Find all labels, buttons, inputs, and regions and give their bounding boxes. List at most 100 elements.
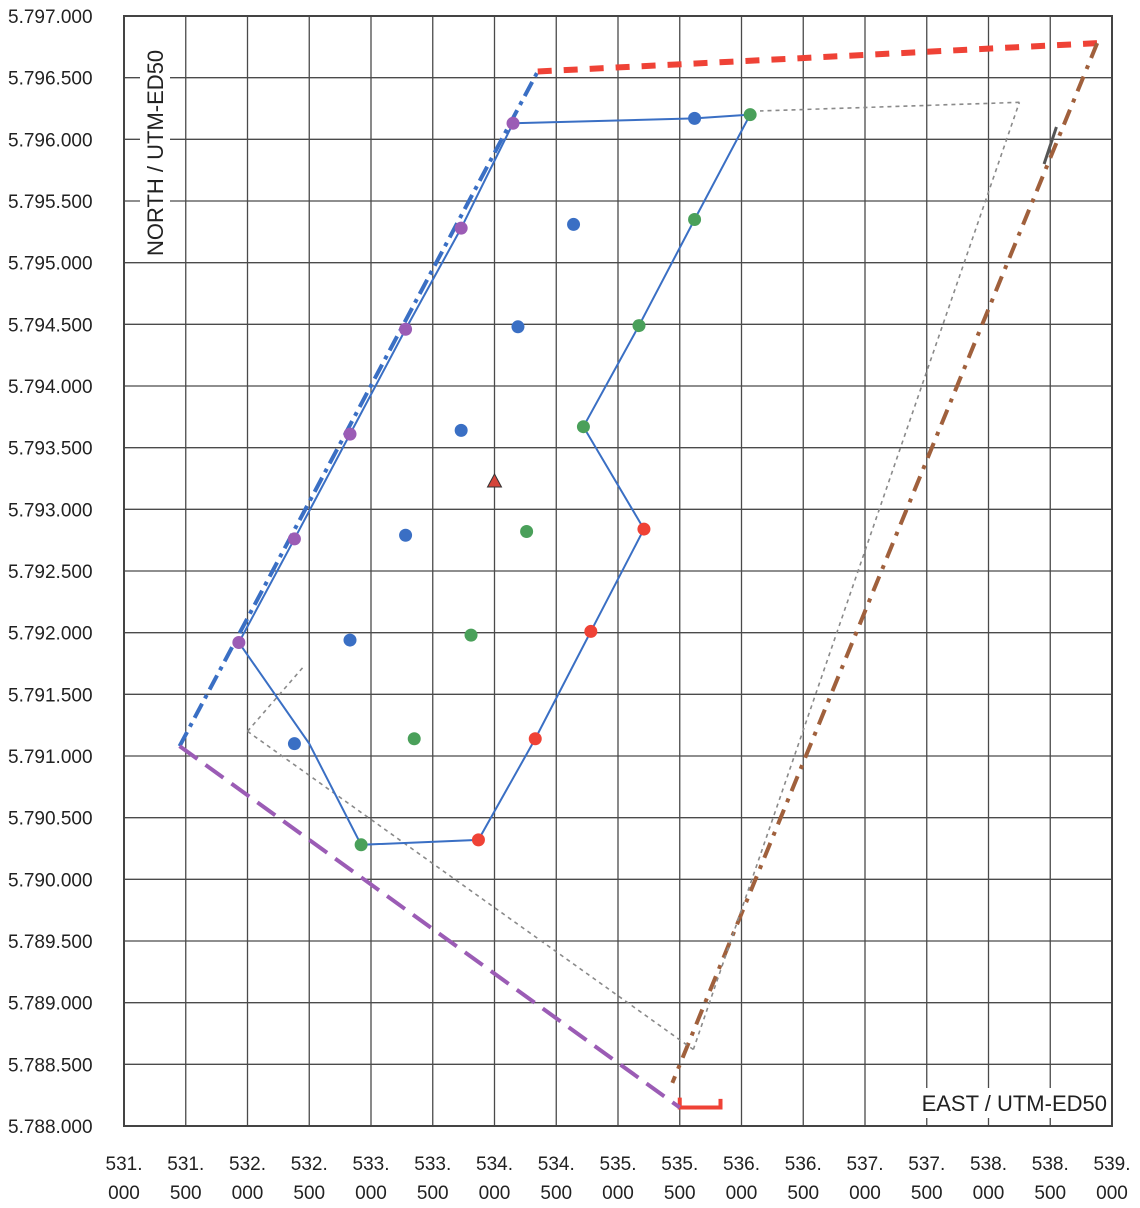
data-point xyxy=(511,320,525,334)
x-tick-label-bottom: 500 xyxy=(911,1183,943,1204)
y-tick-label: 5.795.000 xyxy=(8,254,93,275)
data-point xyxy=(287,737,301,751)
data-point xyxy=(343,633,357,647)
x-tick-label-bottom: 500 xyxy=(540,1183,572,1204)
y-tick-label: 5.794.000 xyxy=(8,377,93,398)
outline-layer xyxy=(237,113,752,846)
xlabel-background xyxy=(896,1088,1108,1118)
data-point xyxy=(232,636,246,650)
data-point xyxy=(520,525,534,539)
data-point xyxy=(506,116,520,130)
data-point xyxy=(688,213,702,226)
triangle-marker xyxy=(486,472,503,488)
x-tick-label-top: 536. xyxy=(723,1154,760,1175)
x-tick-label-bottom: 500 xyxy=(787,1183,819,1204)
data-point xyxy=(567,217,581,231)
data-point xyxy=(743,108,757,122)
data-point xyxy=(399,322,413,336)
data-point xyxy=(637,522,651,536)
boundary-line xyxy=(670,42,1100,1084)
x-tick-label-top: 538. xyxy=(1032,1154,1069,1175)
data-point xyxy=(584,624,598,638)
x-tick-label-top: 536. xyxy=(785,1154,822,1175)
x-tick-label-bottom: 500 xyxy=(417,1183,449,1204)
ylabel-background xyxy=(140,22,170,262)
x-tick-label-bottom: 000 xyxy=(973,1183,1005,1204)
x-tick-label-top: 533. xyxy=(353,1154,390,1175)
y-tick-label: 5.794.500 xyxy=(8,315,93,336)
boundary-line xyxy=(1042,126,1058,165)
boundary-line xyxy=(692,102,1021,1050)
plot-frame xyxy=(123,15,1113,1127)
data-point xyxy=(454,423,468,437)
y-tick-label: 5.790.500 xyxy=(8,809,93,830)
x-tick-label-bottom: 000 xyxy=(726,1183,758,1204)
x-tick-label-top: 531. xyxy=(106,1154,143,1175)
boundary-line xyxy=(178,744,681,1110)
y-tick-label: 5.796.000 xyxy=(8,130,93,151)
x-tick-label-bottom: 000 xyxy=(108,1183,140,1204)
y-tick-label: 5.788.000 xyxy=(8,1117,93,1138)
x-tick-label-bottom: 500 xyxy=(170,1183,202,1204)
x-tick-label-top: 533. xyxy=(414,1154,451,1175)
x-tick-label-bottom: 000 xyxy=(602,1183,634,1204)
x-tick-label-top: 537. xyxy=(908,1154,945,1175)
markers xyxy=(486,472,503,488)
boundary-line xyxy=(759,101,1020,112)
y-tick-label: 5.788.500 xyxy=(8,1055,93,1076)
outline-line xyxy=(237,113,752,846)
y-tick-label: 5.791.000 xyxy=(8,747,93,768)
x-tick-label-bottom: 500 xyxy=(293,1183,325,1204)
data-point xyxy=(407,732,421,746)
data-point xyxy=(454,221,468,235)
y-axis-title: NORTH / UTM-ED50 xyxy=(143,50,168,256)
x-tick-label-bottom: 000 xyxy=(232,1183,264,1204)
y-tick-label: 5.795.500 xyxy=(8,192,93,213)
data-point xyxy=(576,420,590,434)
x-tick-label-top: 537. xyxy=(847,1154,884,1175)
x-tick-label-bottom: 000 xyxy=(1096,1183,1128,1204)
x-tick-label-top: 538. xyxy=(970,1154,1007,1175)
x-tick-label-bottom: 000 xyxy=(355,1183,387,1204)
x-tick-label-top: 539. xyxy=(1094,1154,1131,1175)
data-point xyxy=(343,427,357,441)
data-point xyxy=(688,111,702,125)
y-tick-label: 5.792.500 xyxy=(8,562,93,583)
x-tick-label-bottom: 500 xyxy=(1034,1183,1066,1204)
data-point xyxy=(471,833,485,847)
x-tick-label-bottom: 500 xyxy=(664,1183,696,1204)
data-point xyxy=(528,732,542,746)
y-tick-label: 5.793.500 xyxy=(8,439,93,460)
y-tick-label: 5.789.500 xyxy=(8,932,93,953)
x-tick-label-top: 535. xyxy=(661,1154,698,1175)
y-tick-label: 5.791.500 xyxy=(8,685,93,706)
x-tick-label-top: 534. xyxy=(476,1154,513,1175)
x-tick-label-bottom: 000 xyxy=(479,1183,511,1204)
x-tick-label-top: 531. xyxy=(167,1154,204,1175)
y-tick-label: 5.796.500 xyxy=(8,69,93,90)
data-point xyxy=(287,532,301,546)
x-tick-label-bottom: 000 xyxy=(849,1183,881,1204)
data-point xyxy=(399,528,413,542)
boundary-line xyxy=(247,730,694,1051)
x-tick-label-top: 532. xyxy=(229,1154,266,1175)
y-tick-label: 5.790.000 xyxy=(8,870,93,891)
y-tick-labels: 5.797.000 5.796.500 5.796.000 5.795.500 5.79… xyxy=(8,7,93,1138)
data-point xyxy=(354,838,368,852)
y-tick-label: 5.792.000 xyxy=(8,624,93,645)
x-tick-label-top: 535. xyxy=(600,1154,637,1175)
x-axis-title: EAST / UTM-ED50 xyxy=(922,1091,1107,1116)
boundary-line xyxy=(677,1097,723,1110)
y-tick-label: 5.797.000 xyxy=(8,7,93,28)
boundary-line xyxy=(246,666,304,732)
data-point xyxy=(464,628,478,642)
boundary-lines xyxy=(177,40,1100,1110)
data-point xyxy=(632,319,646,333)
y-tick-label: 5.793.000 xyxy=(8,500,93,521)
data-points xyxy=(232,108,757,852)
y-tick-label: 5.789.000 xyxy=(8,994,93,1015)
x-tick-label-top: 534. xyxy=(538,1154,575,1175)
x-tick-labels: 531. 000 531. 500 532. 000 532. 500 533. 000 533. 5… xyxy=(106,1154,1131,1204)
x-tick-label-top: 532. xyxy=(291,1154,328,1175)
